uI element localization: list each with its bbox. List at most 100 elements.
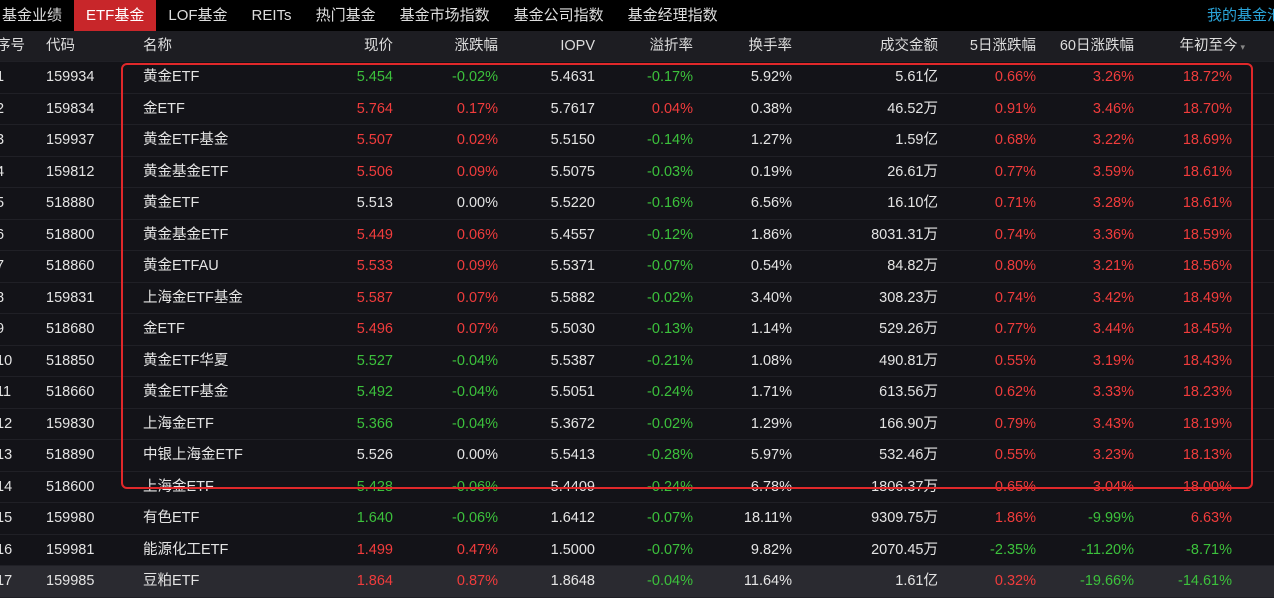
cell-代码: 159830	[46, 415, 95, 432]
tab-0[interactable]: 基金业绩	[2, 7, 63, 24]
table-row[interactable]: 8 159831 上海金ETF基金 5.587 0.07% 5.5882 -0.02% 3.4…	[0, 283, 1274, 314]
column-header-5[interactable]: IOPV	[560, 31, 595, 61]
column-header-11[interactable]: 年初至今 ▾	[1179, 31, 1245, 62]
cell-溢折率: -0.02%	[647, 415, 693, 432]
column-header-label: 年初至今	[1179, 38, 1238, 54]
cell-涨跌幅: 0.17%	[456, 100, 498, 117]
column-header-label: 涨跌幅	[454, 38, 499, 54]
cell-名称: 能源化工ETF	[143, 541, 229, 558]
cell-序号: 13	[0, 447, 13, 463]
cell-60日涨跌幅: -11.20%	[1081, 541, 1134, 558]
tab-1[interactable]: ETF基金	[74, 0, 157, 31]
cell-溢折率: -0.07%	[647, 541, 693, 558]
cell-年初至今: 18.43%	[1182, 352, 1232, 369]
table-row[interactable]: 6 518800 黄金基金ETF 5.449 0.06% 5.4557 -0.12% 1.86…	[0, 220, 1274, 251]
cell-IOPV: 5.5150	[550, 132, 595, 148]
cell-成交金额: 8031.31万	[871, 226, 938, 243]
cell-IOPV: 5.5075	[550, 163, 595, 180]
cell-5日涨跌幅: 0.80%	[994, 258, 1036, 274]
cell-涨跌幅: 0.00%	[456, 447, 498, 463]
cell-溢折率: -0.16%	[647, 195, 693, 211]
tab-5[interactable]: 基金市场指数	[399, 7, 490, 24]
cell-溢折率: -0.02%	[647, 289, 693, 306]
cell-代码: 518850	[46, 352, 95, 369]
cell-年初至今: 18.70%	[1182, 100, 1232, 117]
cell-现价: 5.449	[356, 226, 393, 243]
my-fund-pool-link[interactable]: 我的基金池	[1206, 7, 1274, 24]
cell-年初至今: 18.59%	[1182, 226, 1232, 243]
cell-成交金额: 84.82万	[887, 258, 938, 274]
column-header-9[interactable]: 5日涨跌幅	[970, 31, 1036, 61]
cell-年初至今: 18.56%	[1182, 258, 1232, 274]
tab-7[interactable]: 基金经理指数	[627, 7, 718, 24]
column-header-3[interactable]: 现价	[364, 31, 393, 61]
cell-序号: 11	[0, 384, 12, 400]
table-row[interactable]: 4 159812 黄金基金ETF 5.506 0.09% 5.5075 -0.03% 0.19…	[0, 157, 1274, 188]
cell-5日涨跌幅: 0.68%	[994, 132, 1036, 148]
cell-现价: 5.506	[356, 163, 393, 180]
cell-换手率: 0.19%	[750, 163, 792, 180]
cell-5日涨跌幅: 1.86%	[994, 510, 1036, 526]
cell-60日涨跌幅: 3.46%	[1092, 100, 1134, 117]
column-header-2[interactable]: 名称	[143, 31, 172, 61]
table-row[interactable]: 10 518850 黄金ETF华夏 5.527 -0.04% 5.5387 -0.21% 1.…	[0, 346, 1274, 377]
cell-现价: 5.507	[356, 132, 393, 148]
cell-5日涨跌幅: 0.77%	[994, 163, 1036, 180]
cell-成交金额: 5.61亿	[895, 69, 938, 85]
cell-成交金额: 46.52万	[887, 100, 938, 117]
cell-溢折率: -0.21%	[647, 352, 693, 369]
cell-成交金额: 613.56万	[879, 384, 938, 400]
cell-IOPV: 5.5220	[550, 195, 595, 211]
table-row[interactable]: 13 518890 中银上海金ETF 5.526 0.00% 5.5413 -0.28% 5.…	[0, 440, 1274, 472]
table-row[interactable]: 2 159834 金ETF 5.764 0.17% 5.7617 0.04% 0.38% 46.…	[0, 94, 1274, 125]
table-row[interactable]: 3 159937 黄金ETF基金 5.507 0.02% 5.5150 -0.14% 1.27…	[0, 125, 1274, 157]
column-header-1[interactable]: 代码	[46, 31, 75, 61]
cell-IOPV: 1.5000	[550, 541, 595, 558]
cell-成交金额: 9309.75万	[871, 510, 938, 526]
cell-成交金额: 1.59亿	[895, 132, 938, 148]
cell-换手率: 6.56%	[750, 195, 792, 211]
cell-名称: 黄金ETF基金	[143, 132, 229, 148]
cell-IOPV: 5.5387	[550, 352, 595, 369]
column-header-6[interactable]: 溢折率	[650, 31, 694, 61]
sort-desc-icon[interactable]: ▾	[1240, 42, 1245, 52]
table-row[interactable]: 1 159934 黄金ETF 5.454 -0.02% 5.4631 -0.17% 5.92%…	[0, 62, 1274, 94]
cell-5日涨跌幅: 0.74%	[994, 226, 1036, 243]
table-row[interactable]: 9 518680 金ETF 5.496 0.07% 5.5030 -0.13% 1.14% 52…	[0, 314, 1274, 346]
cell-换手率: 6.78%	[750, 478, 792, 495]
column-header-8[interactable]: 成交金额	[880, 31, 938, 61]
cell-代码: 159831	[46, 289, 95, 306]
cell-现价: 5.527	[356, 352, 393, 369]
cell-IOPV: 5.3672	[550, 415, 595, 432]
cell-年初至今: 18.45%	[1182, 321, 1232, 337]
column-header-0[interactable]: 序号	[0, 31, 25, 61]
table-row[interactable]: 12 159830 上海金ETF 5.366 -0.04% 5.3672 -0.02% 1.2…	[0, 409, 1274, 440]
table-body: 1 159934 黄金ETF 5.454 -0.02% 5.4631 -0.17% 5.92%…	[0, 62, 1274, 598]
cell-5日涨跌幅: 0.62%	[994, 384, 1036, 400]
tab-4[interactable]: 热门基金	[315, 7, 376, 24]
tab-bar: 基金业绩 ETF基金 LOF基金 REITs 热门基金 基金市场指数 基金公司指数 基金经理指…	[0, 0, 1274, 31]
column-header-10[interactable]: 60日涨跌幅	[1060, 31, 1134, 61]
table-row[interactable]: 16 159981 能源化工ETF 1.499 0.47% 1.5000 -0.07% 9.8…	[0, 535, 1274, 566]
column-header-7[interactable]: 换手率	[749, 31, 793, 61]
cell-名称: 黄金ETF	[143, 69, 200, 85]
tab-2[interactable]: LOF基金	[168, 7, 228, 24]
cell-序号: 7	[0, 258, 5, 274]
cell-成交金额: 1806.37万	[871, 478, 938, 495]
cell-成交金额: 308.23万	[879, 289, 938, 306]
cell-换手率: 3.40%	[750, 289, 792, 306]
table-row[interactable]: 5 518880 黄金ETF 5.513 0.00% 5.5220 -0.16% 6.56% 1…	[0, 188, 1274, 220]
cell-换手率: 1.14%	[750, 321, 792, 337]
cell-成交金额: 16.10亿	[887, 195, 938, 211]
table-row[interactable]: 15 159980 有色ETF 1.640 -0.06% 1.6412 -0.07% 18.1…	[0, 503, 1274, 535]
table-row[interactable]: 11 518660 黄金ETF基金 5.492 -0.04% 5.5051 -0.24% 1.…	[0, 377, 1274, 409]
column-header-4[interactable]: 涨跌幅	[455, 31, 499, 61]
tab-6[interactable]: 基金公司指数	[513, 7, 604, 24]
table-row[interactable]: 14 518600 上海金ETF 5.428 -0.06% 5.4409 -0.24% 6.7…	[0, 472, 1274, 503]
cell-成交金额: 26.61万	[887, 163, 938, 180]
table-row[interactable]: 7 518860 黄金ETFAU 5.533 0.09% 5.5371 -0.07% 0.54…	[0, 251, 1274, 283]
tab-3[interactable]: REITs	[251, 7, 292, 24]
cell-年初至今: -8.71%	[1186, 541, 1232, 558]
cell-代码: 159981	[46, 541, 95, 558]
cell-名称: 黄金ETF	[143, 195, 200, 211]
